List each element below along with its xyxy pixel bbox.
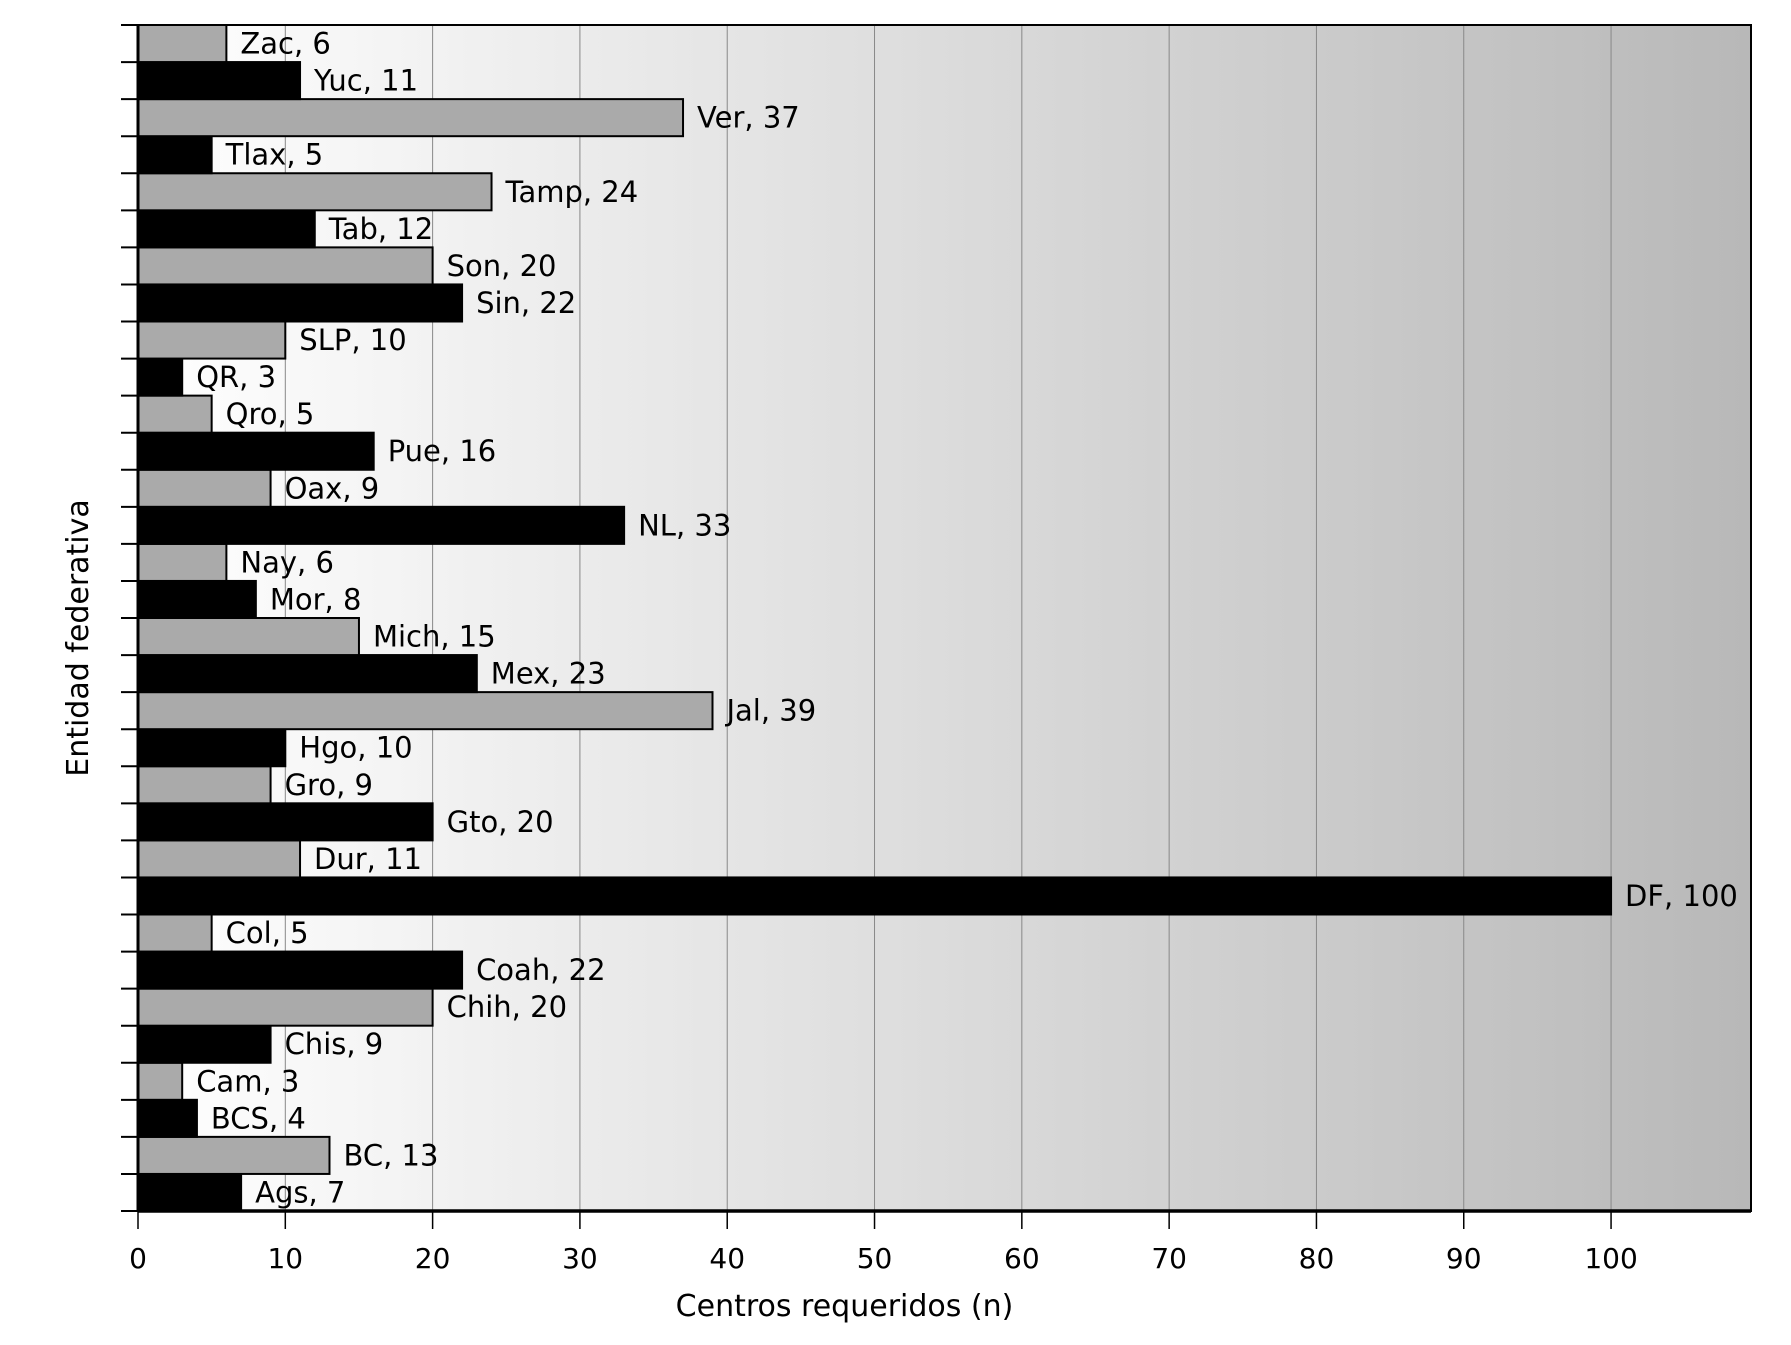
bar-Tamp	[137, 172, 493, 212]
bar-Col	[137, 913, 213, 953]
bar-Mor	[137, 579, 257, 619]
data-label: Mich, 15	[373, 620, 496, 654]
x-tick-label: 70	[1151, 1242, 1187, 1275]
data-label: Chis, 9	[285, 1027, 384, 1061]
bar-Tlax	[137, 135, 213, 175]
data-label: Hgo, 10	[299, 731, 412, 765]
bar-Chis	[137, 1024, 272, 1064]
y-axis-label: Entidad federativa	[61, 499, 96, 777]
x-tick-label: 20	[415, 1242, 451, 1275]
bar-Oax	[137, 468, 272, 508]
bar-Tab	[137, 209, 316, 249]
x-tick-label: 80	[1299, 1242, 1335, 1275]
data-label: Oax, 9	[285, 471, 380, 505]
bar-Nay	[137, 542, 228, 582]
bar-BCS	[137, 1098, 198, 1138]
bar-Hgo	[137, 728, 287, 768]
bar-Chih	[137, 987, 434, 1027]
data-label: Dur, 11	[314, 842, 422, 876]
data-label: Nay, 6	[240, 545, 334, 579]
data-label: BCS, 4	[211, 1101, 306, 1135]
bar-QR	[137, 357, 184, 397]
data-label: Cam, 3	[196, 1064, 299, 1098]
bar-Ags	[137, 1172, 243, 1212]
data-label: SLP, 10	[299, 323, 406, 357]
data-label: Mor, 8	[270, 582, 362, 616]
data-label: Gto, 20	[447, 805, 554, 839]
data-label: Gro, 9	[285, 768, 373, 802]
data-label: Yuc, 11	[313, 64, 418, 98]
data-label: DF, 100	[1625, 879, 1738, 913]
bar-Coah	[137, 950, 464, 990]
bar-Mex	[137, 654, 478, 694]
bar-NL	[137, 505, 626, 545]
bar-Ver	[137, 98, 685, 138]
x-tick-label: 100	[1584, 1242, 1637, 1275]
bar-Son	[137, 246, 434, 286]
data-label: Tamp, 24	[505, 175, 639, 209]
x-tick-label: 0	[129, 1242, 147, 1275]
x-tick-label: 50	[857, 1242, 893, 1275]
bar-Jal	[137, 691, 714, 731]
data-label: Mex, 23	[491, 657, 606, 691]
x-tick-label: 40	[709, 1242, 745, 1275]
data-label: Chih, 20	[447, 990, 567, 1024]
x-axis-label: Centros requeridos (n)	[676, 1289, 1014, 1324]
data-label: Ver, 37	[697, 101, 800, 135]
data-label: Ags, 7	[255, 1175, 345, 1209]
data-label: Zac, 6	[240, 27, 330, 61]
data-label: NL, 33	[638, 508, 731, 542]
data-label: Tab, 12	[328, 212, 433, 246]
data-label: QR, 3	[196, 360, 276, 394]
bar-Dur	[137, 839, 302, 879]
bar-BC	[137, 1135, 331, 1175]
data-label: Col, 5	[226, 916, 309, 950]
data-label: BC, 13	[343, 1138, 438, 1172]
bar-SLP	[137, 320, 287, 360]
bar-Mich	[137, 617, 360, 657]
data-label: Jal, 39	[724, 694, 816, 728]
data-label: Pue, 16	[388, 434, 497, 468]
data-label: Coah, 22	[476, 953, 605, 987]
x-tick-label: 60	[1004, 1242, 1040, 1275]
bar-Yuc	[137, 61, 302, 101]
bar-Cam	[137, 1061, 184, 1101]
x-tick-label: 10	[267, 1242, 303, 1275]
bar-Zac	[137, 24, 228, 64]
x-tick-label: 30	[562, 1242, 598, 1275]
data-label: Sin, 22	[476, 286, 576, 320]
bar-Gto	[137, 802, 434, 842]
bar-DF	[137, 876, 1613, 916]
data-label: Son, 20	[447, 249, 557, 283]
data-label: Tlax, 5	[225, 138, 324, 172]
bar-Sin	[137, 283, 464, 323]
bar-Gro	[137, 765, 272, 805]
data-label: Qro, 5	[226, 397, 315, 431]
bar-Pue	[137, 431, 375, 471]
bar-Qro	[137, 394, 213, 434]
x-tick-label: 90	[1446, 1242, 1482, 1275]
